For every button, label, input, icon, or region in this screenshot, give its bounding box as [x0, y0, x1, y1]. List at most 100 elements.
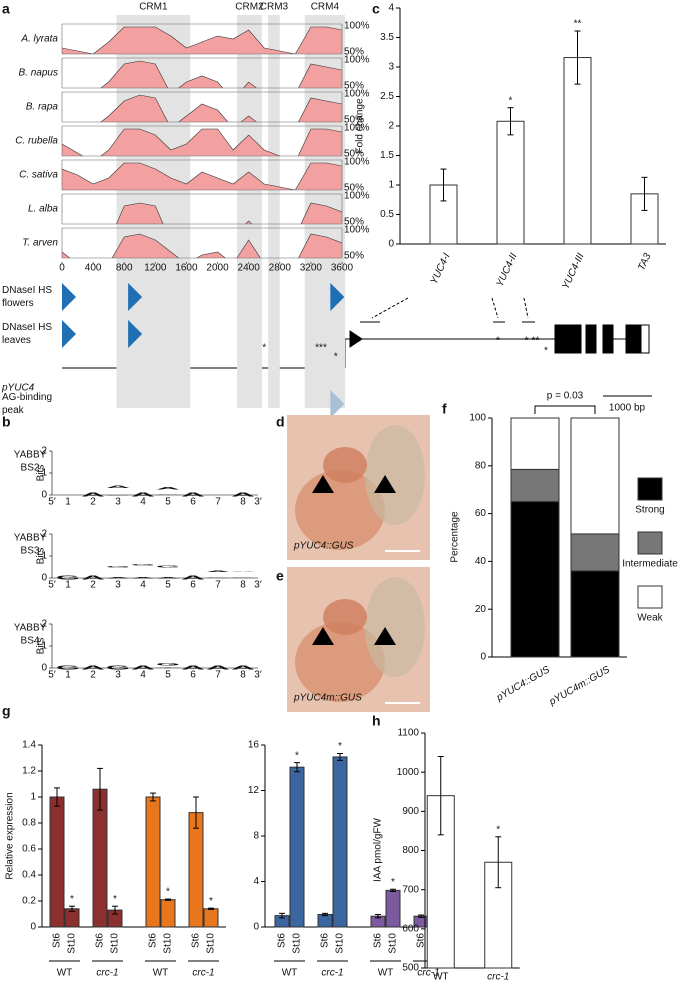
bar [496, 120, 525, 245]
conservation-line [62, 162, 342, 190]
conservation-area [62, 163, 342, 190]
y-tick-label: 500 [402, 963, 419, 974]
y-tick-label: 40 [475, 556, 487, 567]
bar [332, 756, 348, 928]
bar [385, 889, 401, 928]
panel-label: b [2, 414, 11, 430]
conservation-line [100, 60, 342, 88]
y-tick-label: 100 [469, 413, 486, 424]
logo-position: 6 [190, 670, 196, 681]
logo-letter: A [131, 576, 155, 579]
arrowhead [374, 475, 396, 493]
x-tick-label: 3600 [331, 263, 354, 274]
bar [49, 796, 65, 928]
logo-letter: A [156, 577, 181, 579]
legend-label: Weak [637, 613, 663, 624]
logo-name: BS4 [21, 636, 40, 647]
bar [160, 899, 176, 928]
x-tick-label: St10 [206, 933, 217, 954]
species-label: A. lyrata [20, 34, 58, 45]
y-tick-label: 80 [475, 460, 487, 471]
y-tick-label: 0 [253, 922, 259, 933]
pct-label: 50% [344, 183, 364, 194]
logo-letter: A [181, 492, 210, 498]
x-tick-label: St6 [52, 933, 63, 948]
logo-letter: G [106, 665, 132, 672]
species-label: C. sativa [19, 170, 58, 181]
pct-label: 50% [344, 115, 364, 126]
x-tick-label: St6 [277, 933, 288, 948]
panel-label: g [2, 703, 11, 719]
pct-label: 100% [344, 21, 370, 32]
panel-label: c [372, 1, 380, 17]
logo-position: 3 [115, 580, 121, 591]
y-tick-label: 1.5 [380, 150, 394, 161]
legend-swatch [637, 477, 663, 501]
y-tick-label: 0 [480, 652, 486, 663]
logo-tick-label: 2 [41, 529, 47, 540]
bar-segment [510, 417, 560, 470]
bar [289, 766, 305, 928]
bar [145, 796, 161, 928]
x-tick-label: pYUC4::GUS [494, 664, 552, 704]
crm-label: CRM3 [260, 2, 289, 13]
logo-position: 3 [115, 497, 121, 508]
conservation-line [62, 233, 342, 258]
x-tick-label: St6 [320, 933, 331, 948]
utr [640, 324, 650, 354]
species-label: T. arven [22, 238, 58, 249]
panel-label: h [372, 713, 381, 729]
crm-band [268, 15, 280, 408]
legend-swatch [637, 585, 663, 609]
conservation-area [62, 61, 342, 88]
logo-position: 7 [215, 497, 221, 508]
arrowhead [312, 475, 334, 493]
crm-label: CRM1 [139, 2, 168, 13]
logo-name: YABBY [14, 450, 47, 461]
y-tick-label: 0.8 [22, 818, 36, 829]
logo-position: 2 [90, 670, 96, 681]
y-tick-label: 4 [253, 876, 259, 887]
logo-letter: A [181, 575, 210, 581]
logo-position: 5′ [48, 497, 56, 508]
logo-position: 2 [90, 580, 96, 591]
logo-position: 1 [65, 580, 71, 591]
y-tick-label: 800 [402, 845, 419, 856]
group-label: crc-1 [321, 968, 343, 979]
x-tick-label: St6 [373, 933, 384, 948]
group-label: WT [378, 968, 394, 979]
y-tick-label: 0.4 [22, 870, 36, 881]
significance: ** [574, 19, 582, 30]
x-tick-label: 3200 [300, 263, 323, 274]
micrograph-caption: pYUC4m::GUS [293, 693, 362, 704]
y-axis-label: Fold change [355, 98, 366, 153]
pct-label: 50% [344, 149, 364, 160]
y-axis-label: Percentage [450, 511, 461, 563]
logo-letter: A [106, 485, 136, 489]
x-tick-label: St10 [110, 933, 121, 954]
significance: * [391, 877, 395, 888]
track-label: peak [2, 405, 25, 416]
y-axis-label: IAA pmol/gFW [373, 817, 384, 881]
significance: * [209, 896, 213, 907]
conservation-line [116, 202, 342, 224]
species-label: B. napus [19, 68, 58, 79]
pct-label: 100% [344, 89, 370, 100]
species-label: B. rapa [26, 102, 59, 113]
y-tick-label: 0.6 [22, 844, 36, 855]
pct-label: 50% [344, 217, 364, 228]
significance: * [496, 824, 500, 835]
logo-letter: A [231, 492, 260, 498]
micrograph-caption: pYUC4::GUS [293, 541, 354, 552]
logo-letter: G [106, 566, 130, 568]
y-tick-label: 1 [30, 792, 36, 803]
x-tick-label: St10 [335, 933, 346, 954]
logo-position: 1 [65, 497, 71, 508]
logo-letter: G [156, 663, 182, 667]
pct-label: 100% [344, 157, 370, 168]
logo-tick-label: 0 [41, 490, 47, 501]
logo-axis-label: Bits [36, 548, 47, 565]
crm-label: CRM2 [235, 2, 264, 13]
pct-label: 50% [344, 81, 364, 92]
conservation-area [62, 129, 342, 156]
